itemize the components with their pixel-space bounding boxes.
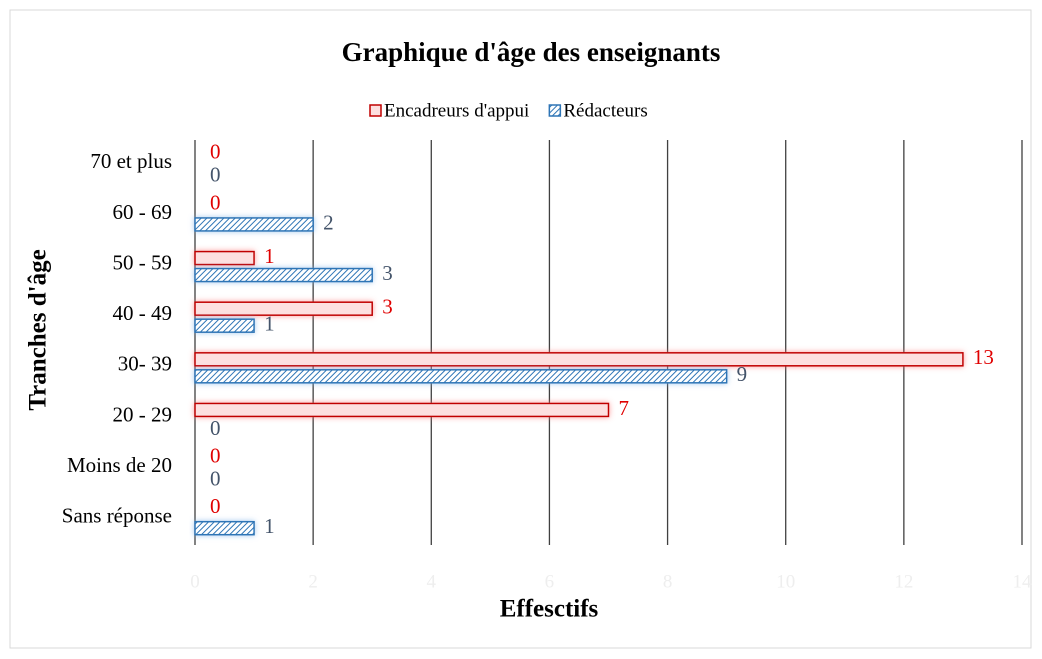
bar — [194, 352, 964, 367]
data-label: 2 — [323, 210, 334, 234]
data-label: 13 — [973, 345, 994, 369]
legend-label: Encadreurs d'appui — [384, 100, 529, 121]
data-label: 9 — [737, 362, 748, 386]
bar — [194, 250, 255, 266]
data-label: 0 — [210, 163, 221, 187]
bar — [194, 520, 255, 536]
y-tick-label: 30- 39 — [118, 352, 172, 376]
x-tick-label: 8 — [663, 571, 673, 592]
x-tick-label: 6 — [545, 571, 555, 592]
bar — [194, 402, 610, 418]
legend-swatch — [548, 104, 562, 117]
x-tick-label: 4 — [427, 571, 437, 592]
data-label: 3 — [382, 295, 393, 319]
data-label: 0 — [210, 416, 221, 440]
data-label: 0 — [210, 466, 221, 490]
x-axis-label: Effesctifs — [500, 596, 599, 623]
y-tick-label: 50 - 59 — [113, 250, 173, 274]
bar — [194, 369, 728, 384]
x-tick-label: 10 — [776, 571, 795, 592]
x-tick-label: 2 — [308, 571, 318, 592]
y-tick-label: 70 et plus — [90, 149, 172, 173]
y-tick-label: Moins de 20 — [67, 453, 172, 477]
data-label: 1 — [264, 514, 275, 538]
data-label: 1 — [264, 312, 275, 336]
data-label: 7 — [619, 396, 630, 420]
chart-frame — [9, 9, 1032, 649]
data-label: 1 — [264, 244, 275, 268]
x-tick-label: 12 — [894, 571, 913, 592]
data-label: 0 — [210, 443, 221, 467]
data-label: 0 — [210, 140, 221, 164]
y-tick-label: 20 - 29 — [113, 402, 173, 426]
chart-title: Graphique d'âge des enseignants — [342, 37, 721, 67]
data-label: 3 — [382, 261, 393, 285]
legend-label: Rédacteurs — [563, 100, 647, 121]
y-axis-label: Tranches d'âge — [25, 249, 52, 410]
y-tick-label: 40 - 49 — [113, 301, 173, 325]
x-tick-label: 14 — [1013, 571, 1033, 592]
bar — [194, 318, 255, 333]
y-tick-label: Sans réponse — [62, 504, 172, 528]
data-label: 0 — [210, 190, 221, 214]
legend-swatch — [369, 104, 382, 117]
bar — [194, 301, 373, 316]
bar — [194, 217, 314, 232]
x-tick-label: 0 — [190, 571, 200, 592]
bar — [194, 267, 373, 283]
data-label: 0 — [210, 494, 221, 518]
y-tick-label: 60 - 69 — [113, 200, 173, 224]
